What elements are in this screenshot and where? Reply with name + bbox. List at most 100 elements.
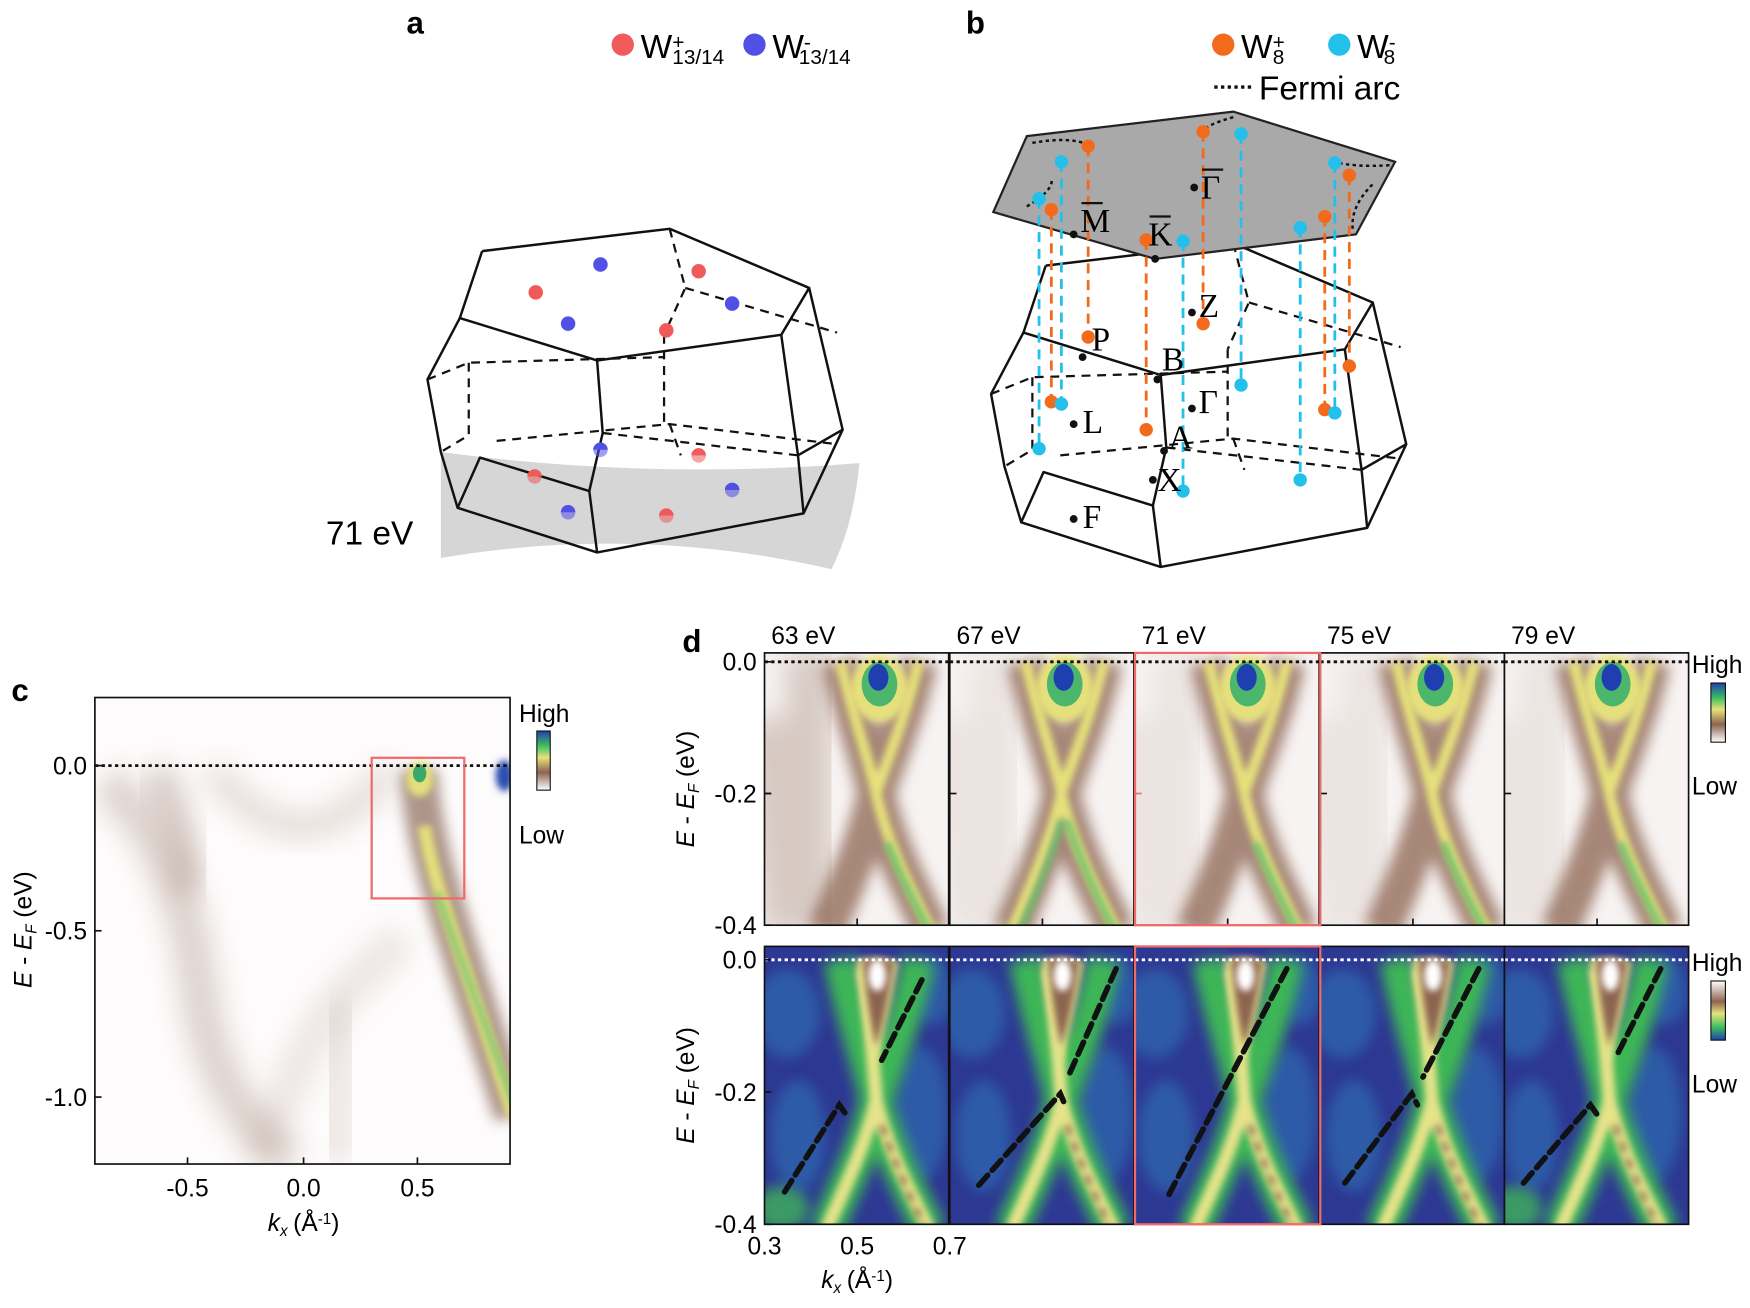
x-axis-label-part: ) <box>331 1210 339 1237</box>
spectrum-bands <box>764 652 949 926</box>
y-axis-label-part: E <box>673 830 700 847</box>
band-intensity <box>1504 652 1565 926</box>
legend-dot <box>1212 33 1235 56</box>
weyl-point <box>659 323 674 338</box>
background-noise <box>1504 968 1554 1058</box>
bz-hidden-edge <box>1166 446 1362 471</box>
symmetry-point <box>1069 230 1078 239</box>
weyl-point <box>1196 316 1210 331</box>
background-noise <box>764 1186 810 1225</box>
spectrum-top <box>949 652 1134 926</box>
background-noise <box>1320 968 1377 1058</box>
weyl-point <box>1293 473 1307 487</box>
band-pocket <box>1601 664 1622 691</box>
symmetry-label: K <box>1148 217 1172 254</box>
band-intensity <box>1617 841 1663 926</box>
bz-edge <box>426 287 844 554</box>
x-axis-label-part: -1 <box>871 1268 885 1285</box>
panel-d: d 63 eV 67 eV 71 eV 75 eV 79 eV 0.0 -0.2 -0.4 E - E… <box>673 623 1742 1296</box>
symmetry-point <box>1069 515 1078 523</box>
spectrum-top <box>1320 652 1505 926</box>
weyl-point-half <box>691 448 706 456</box>
bz-edge <box>796 455 805 514</box>
spectrum-top <box>1135 652 1320 926</box>
weyl-point <box>1234 127 1248 141</box>
panel-c: c0.0-0.5-1.0-0.5 0.0 0.5kx (Å-1)E-EF(eV)Hig… <box>10 673 569 1240</box>
band-intensity <box>435 892 511 1103</box>
legend-entry-part: 13/14 <box>672 46 724 69</box>
band-guide <box>1420 965 1482 1080</box>
band-intensity <box>1007 660 1121 926</box>
bz-edge <box>1159 374 1168 448</box>
y-axis-label-part: F <box>23 923 40 934</box>
bz-edge <box>989 302 1408 569</box>
band-intensity <box>94 766 303 1165</box>
y-axis-label-part: E <box>10 933 37 950</box>
band-guide <box>878 977 925 1064</box>
spectrum-bands <box>1135 652 1318 926</box>
band-guide <box>1615 965 1664 1056</box>
weyl-point <box>1342 168 1357 182</box>
weyl-point <box>1032 191 1046 206</box>
cut-plane <box>440 451 860 570</box>
band-intensity <box>1612 1124 1659 1225</box>
y-tick-label: -0.5 <box>45 919 87 946</box>
weyl-point-half <box>659 508 674 516</box>
colorbar-low: Low <box>519 823 564 850</box>
colorbar-high: High <box>519 701 569 728</box>
x-tick-label: 0.0 <box>287 1175 321 1202</box>
spectrum-bands <box>1135 956 1320 1225</box>
y-axis-label: E-EF(eV) <box>10 871 40 988</box>
legend-entry-part: W <box>772 29 804 66</box>
weyl-point <box>1054 155 1069 169</box>
y-tick-label: -0.2 <box>714 1080 756 1107</box>
legend-fermi-arc: Fermi arc <box>1259 70 1400 107</box>
legend-dot <box>1328 33 1351 56</box>
y-axis-label-part: F <box>686 782 703 793</box>
x-axis-label: kx (Å-1) <box>821 1266 893 1297</box>
weyl-point <box>560 316 576 331</box>
band-intensity <box>1247 1124 1294 1225</box>
band-pocket <box>1053 959 1072 992</box>
weyl-point <box>1081 330 1095 344</box>
background-noise <box>1504 1080 1560 1192</box>
band-intensity <box>949 652 1017 926</box>
y-axis-label-part: - <box>673 816 700 824</box>
legend-entry-part: 13/14 <box>799 46 851 69</box>
photon-energy-label: 75 eV <box>1327 623 1392 650</box>
x-axis-label-part: k <box>821 1267 835 1294</box>
weyl-point <box>1318 402 1332 417</box>
plot-frame <box>763 945 950 1226</box>
band-intensity <box>1320 652 1388 926</box>
y-axis-label: E-EF(eV) <box>673 731 703 848</box>
band-guide <box>976 1088 1067 1189</box>
weyl-point <box>528 285 543 300</box>
legend-entry-part: W <box>1357 29 1389 66</box>
photon-energy-label: 71 eV <box>1142 623 1207 650</box>
x-tick-label: 0.5 <box>840 1233 874 1260</box>
band-intensity <box>1064 1124 1111 1225</box>
y-tick-label: -0.2 <box>714 781 756 808</box>
y-tick-label: -0.4 <box>714 1212 756 1239</box>
background-noise <box>1325 1080 1382 1192</box>
y-axis-label-part: (eV) <box>10 871 37 917</box>
bz-edge <box>458 227 811 362</box>
weyl-point <box>593 257 608 272</box>
bz-hidden-edge <box>684 286 838 334</box>
symmetry-point <box>1069 420 1078 429</box>
band-intensity <box>1435 1124 1482 1225</box>
y-tick-label: 0.0 <box>723 948 757 975</box>
x-axis-label-part: ) <box>885 1267 893 1294</box>
y-axis-label-part: E <box>673 1127 700 1144</box>
band-guide <box>1342 1088 1421 1186</box>
band-intensity <box>810 956 945 1225</box>
background-noise <box>1504 1186 1543 1225</box>
panel-label: c <box>11 673 28 708</box>
legend-dot <box>743 33 766 56</box>
weyl-point <box>1054 397 1069 411</box>
symmetry-point <box>1151 255 1160 263</box>
colorbar <box>1710 980 1726 1041</box>
bz-edge <box>797 428 844 457</box>
